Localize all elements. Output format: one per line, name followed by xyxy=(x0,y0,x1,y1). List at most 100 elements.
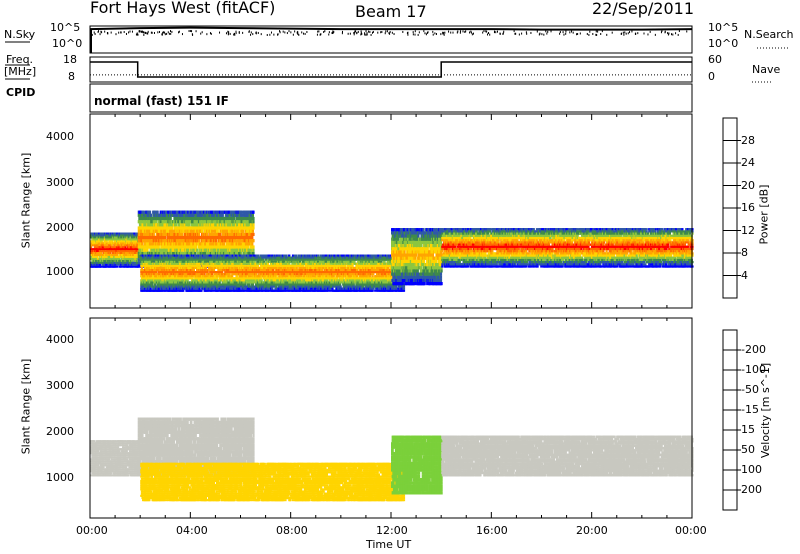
heatmap-cell xyxy=(180,281,182,283)
heatmap-cell xyxy=(224,226,226,229)
heatmap-cell xyxy=(131,260,133,262)
heatmap-cell xyxy=(154,284,156,286)
heatmap-cell xyxy=(194,242,196,245)
heatmap-cell xyxy=(252,217,254,220)
heatmap-cell xyxy=(243,233,245,236)
heatmap-cell xyxy=(170,245,172,248)
heatmap-cell xyxy=(195,245,197,248)
heatmap-cell xyxy=(165,257,167,259)
heatmap-cell xyxy=(252,249,254,252)
heatmap-cell xyxy=(157,259,159,261)
heatmap-cell xyxy=(105,256,107,258)
heatmap-cell xyxy=(142,288,144,290)
heatmap-cell xyxy=(187,245,189,248)
heatmap-cell xyxy=(169,275,171,277)
heatmap-cell xyxy=(120,242,122,244)
heatmap-cell xyxy=(236,236,238,239)
heatmap-cell xyxy=(189,223,191,226)
heatmap-cell xyxy=(118,258,120,260)
heatmap-cell xyxy=(207,211,209,214)
heatmap-cell xyxy=(182,290,184,292)
heatmap-cell xyxy=(111,240,113,242)
heatmap-cell xyxy=(217,230,219,233)
heatmap-cell xyxy=(181,249,183,252)
heatmap-cell xyxy=(175,233,177,236)
heatmap-cell xyxy=(222,239,224,242)
heatmap-cell xyxy=(163,257,165,259)
heatmap-cell xyxy=(247,245,249,248)
heatmap-cell xyxy=(242,230,244,233)
nsky-series xyxy=(90,28,692,30)
heatmap-cell xyxy=(152,261,154,263)
heatmap-cell xyxy=(132,248,134,250)
heatmap-cell xyxy=(97,254,99,256)
heatmap-cell xyxy=(183,286,185,288)
heatmap-cell xyxy=(160,249,162,252)
heatmap-cell xyxy=(149,257,151,259)
heatmap-cell xyxy=(171,230,173,233)
heatmap-cell xyxy=(183,281,185,283)
heatmap-cell xyxy=(182,257,184,259)
heatmap-cell xyxy=(151,284,153,286)
heatmap-cell xyxy=(241,211,243,214)
heatmap-cell xyxy=(172,269,174,271)
heatmap-cell xyxy=(236,245,238,248)
heatmap-cell xyxy=(153,233,155,236)
power-heatmap xyxy=(90,211,694,292)
heatmap-cell xyxy=(236,223,238,226)
heatmap-cell xyxy=(246,220,248,223)
heatmap-cell xyxy=(99,250,101,252)
heatmap-cell xyxy=(141,242,143,245)
heatmap-cell xyxy=(163,271,165,273)
heatmap-cell xyxy=(169,223,171,226)
heatmap-cell xyxy=(210,236,212,239)
heatmap-cell xyxy=(97,250,99,252)
heatmap-cell xyxy=(172,261,174,263)
heatmap-cell xyxy=(252,233,254,236)
heatmap-cell xyxy=(173,267,175,269)
heatmap-cell xyxy=(143,211,145,214)
heatmap-cell xyxy=(158,220,160,223)
heatmap-cell xyxy=(167,267,169,269)
heatmap-cell xyxy=(143,257,145,259)
heatmap-cell xyxy=(139,223,141,226)
heatmap-cell xyxy=(108,238,110,240)
heatmap-cell xyxy=(93,233,95,235)
heatmap-cell xyxy=(182,230,184,233)
heatmap-cell xyxy=(99,240,101,242)
heatmap-cell xyxy=(170,217,172,220)
heatmap-cell xyxy=(234,239,236,242)
heatmap-cell xyxy=(193,288,195,290)
heatmap-cell xyxy=(172,257,174,259)
heatmap-cell xyxy=(151,249,153,252)
heatmap-cell xyxy=(213,245,215,248)
heatmap-cell xyxy=(122,260,124,262)
heatmap-cell xyxy=(193,217,195,220)
heatmap-cell xyxy=(198,233,200,236)
heatmap-cell xyxy=(157,211,159,214)
heatmap-cell xyxy=(97,258,99,260)
heatmap-cell xyxy=(121,266,123,268)
heatmap-cell xyxy=(108,246,110,248)
heatmap-cell xyxy=(211,226,213,229)
heatmap-cell xyxy=(206,233,208,236)
heatmap-cell xyxy=(113,252,115,254)
heatmap-cell xyxy=(150,267,152,269)
heatmap-cell xyxy=(222,214,224,217)
heatmap-cell xyxy=(185,223,187,226)
heatmap-cell xyxy=(106,240,108,242)
heatmap-cell xyxy=(252,211,254,214)
heatmap-cell xyxy=(178,261,180,263)
heatmap-cell xyxy=(116,254,118,256)
heatmap-cell xyxy=(251,233,253,236)
heatmap-cell xyxy=(123,236,125,238)
heatmap-cell xyxy=(193,269,195,271)
heatmap-cell xyxy=(99,248,101,250)
heatmap-cell xyxy=(94,238,96,240)
heatmap-cell xyxy=(149,239,151,242)
heatmap-cell xyxy=(113,262,115,264)
heatmap-cell xyxy=(136,242,138,244)
heatmap-cell xyxy=(150,288,152,290)
heatmap-cell xyxy=(185,245,187,248)
heatmap-cell xyxy=(125,246,127,248)
